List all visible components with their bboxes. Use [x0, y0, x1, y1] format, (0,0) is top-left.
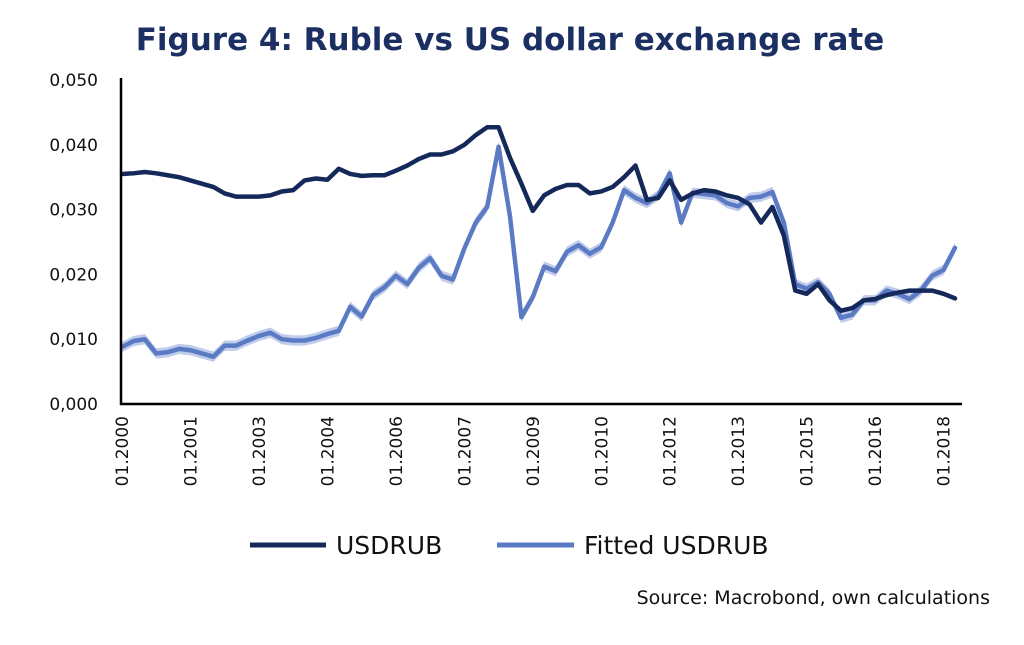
legend-label-fitted: Fitted USDRUB: [584, 531, 769, 560]
series-usdrub-line: [119, 125, 958, 313]
y-tick-label: 0,050: [49, 71, 98, 91]
y-tick-label: 0,030: [49, 201, 98, 221]
x-tick-label: 01.2012: [661, 416, 681, 486]
x-tick-label: 01.2016: [866, 416, 886, 486]
x-tick-label: 01.2015: [798, 416, 818, 486]
x-tick-label: 01.2006: [387, 416, 407, 486]
y-tick-label: 0,040: [49, 136, 98, 156]
x-tick-label: 01.2001: [181, 416, 201, 486]
source-note: Source: Macrobond, own calculations: [637, 587, 990, 609]
y-tick-label: 0,020: [49, 265, 98, 285]
y-tick-label: 0,010: [49, 330, 98, 350]
x-tick-label: 01.2018: [935, 416, 955, 486]
legend-label-usdrub: USDRUB: [336, 531, 442, 560]
x-tick-label: 01.2003: [250, 416, 270, 486]
chart-title: Figure 4: Ruble vs US dollar exchange ra…: [136, 22, 885, 58]
x-tick-label: 01.2007: [455, 416, 475, 486]
series-fitted-usdrub-line: [119, 144, 958, 359]
x-tick-label: 01.2009: [524, 416, 544, 486]
x-tick-label: 01.2004: [318, 416, 338, 486]
y-tick-label: 0,000: [49, 395, 98, 415]
legend: USDRUB Fitted USDRUB: [250, 531, 769, 560]
x-tick-label: 01.2013: [729, 416, 749, 486]
fitted-confidence-band: [122, 141, 955, 362]
x-tick-label: 01.2000: [113, 416, 133, 486]
x-tick-label: 01.2010: [592, 416, 612, 486]
